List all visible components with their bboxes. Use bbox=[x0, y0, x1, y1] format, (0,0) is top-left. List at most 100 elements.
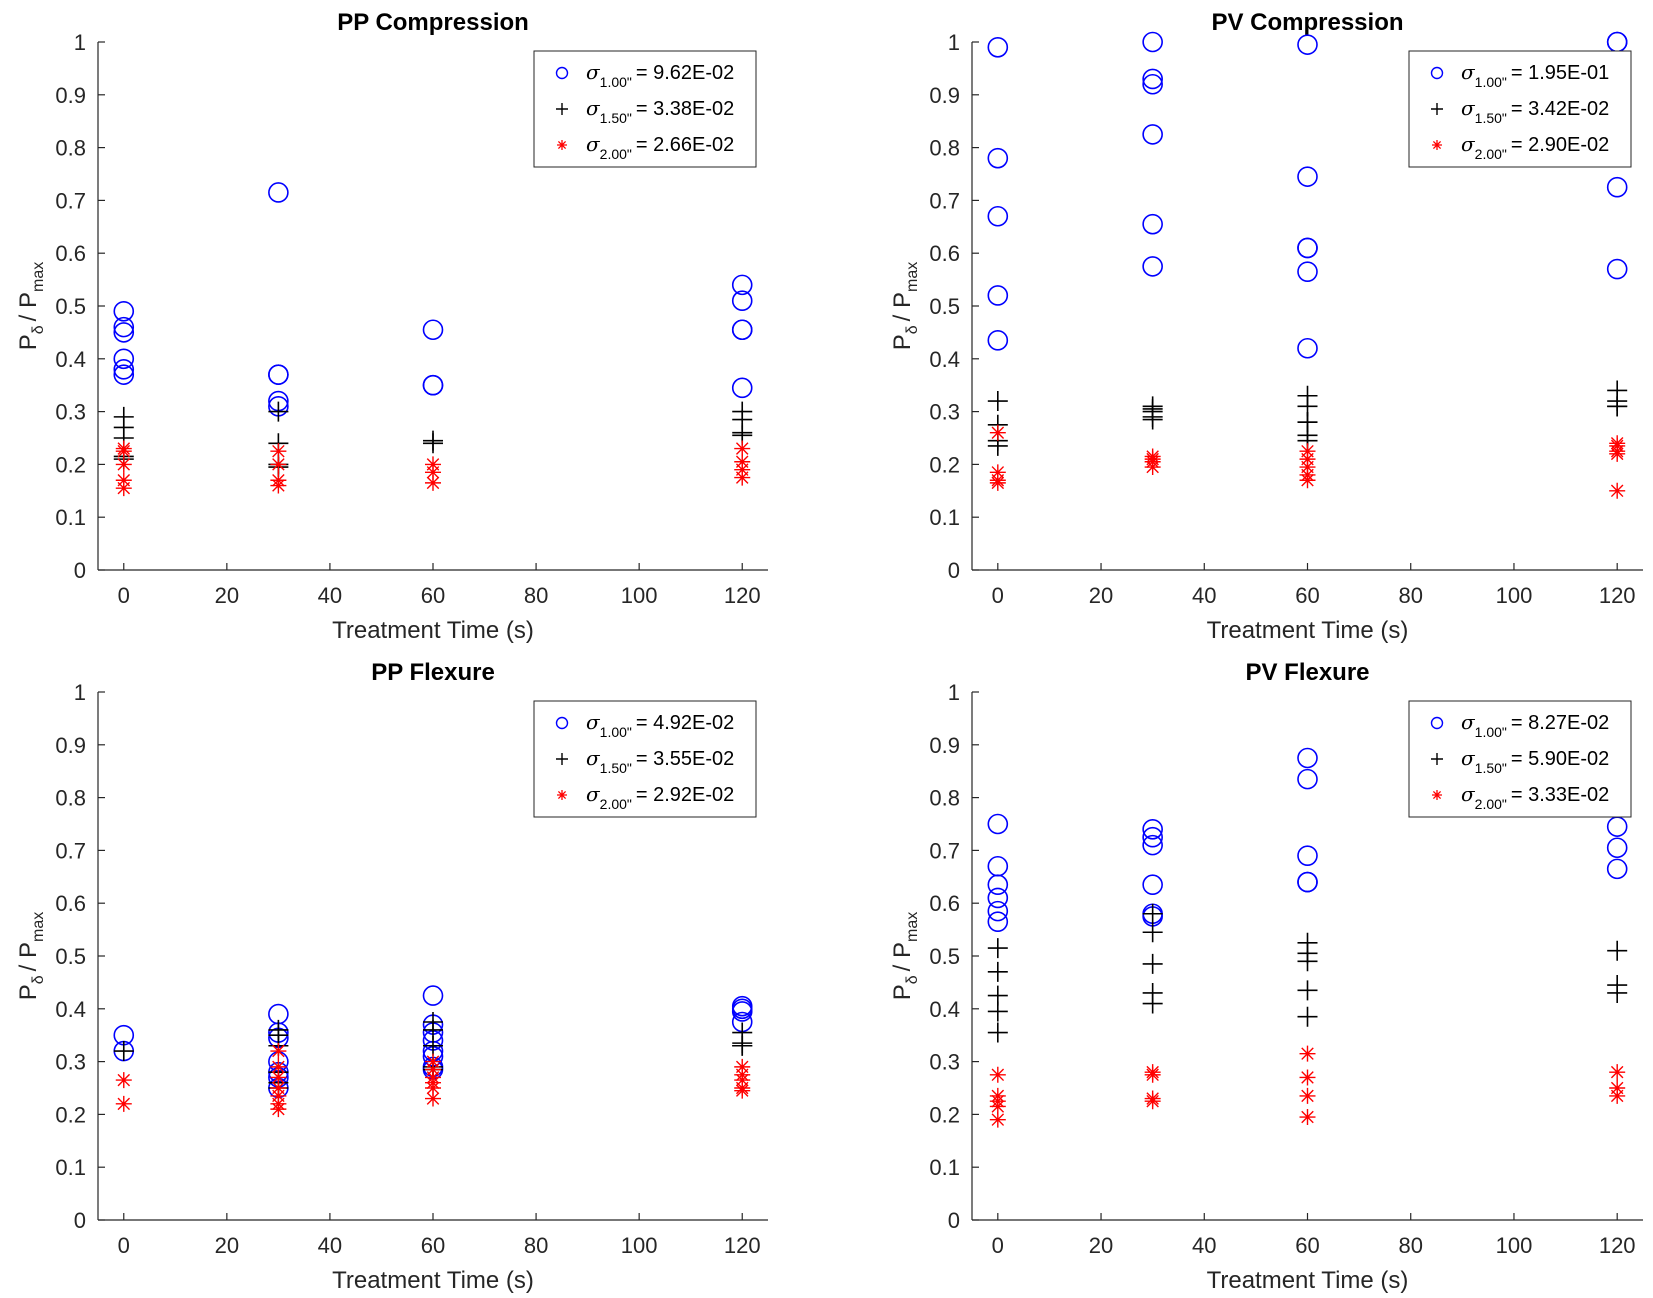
y-tick-label: 0.7 bbox=[55, 188, 86, 213]
x-tick-label: 100 bbox=[621, 1233, 658, 1258]
y-tick-label: 0.5 bbox=[929, 294, 960, 319]
data-point-circle bbox=[731, 377, 753, 399]
data-point-star bbox=[1144, 1066, 1161, 1083]
data-point-star bbox=[989, 1066, 1006, 1083]
legend-subscript: 2.00" bbox=[600, 146, 632, 162]
legend-marker-star bbox=[1432, 790, 1442, 800]
legend-subscript: 2.00" bbox=[1475, 146, 1507, 162]
data-point-star bbox=[1609, 1064, 1626, 1081]
data-point-star bbox=[989, 474, 1006, 491]
y-label-sub: δ bbox=[30, 325, 47, 334]
data-point-circle bbox=[987, 874, 1009, 896]
data-point-star bbox=[115, 443, 132, 460]
x-tick-label: 100 bbox=[1496, 1233, 1533, 1258]
data-point-star bbox=[1609, 445, 1626, 462]
legend-box bbox=[1408, 50, 1632, 168]
data-point-star bbox=[1299, 1069, 1316, 1086]
data-point-plus bbox=[1142, 993, 1163, 1014]
y-label-sep: / P bbox=[15, 292, 42, 321]
chart-title: PP Compression bbox=[337, 9, 529, 36]
data-point-circle bbox=[987, 887, 1009, 909]
series-star bbox=[115, 1043, 751, 1118]
y-tick-label: 0.9 bbox=[929, 733, 960, 758]
legend-entry: σ1.00" = 4.92E-02 bbox=[586, 710, 734, 740]
data-point-plus bbox=[987, 1022, 1008, 1043]
data-point-circle bbox=[268, 182, 289, 203]
data-point-plus bbox=[987, 1001, 1008, 1022]
data-point-star bbox=[1144, 1093, 1161, 1110]
data-point-circle bbox=[1297, 337, 1318, 359]
data-point-star bbox=[734, 440, 751, 457]
x-axis-label: Treatment Time (s) bbox=[332, 617, 534, 644]
legend-entry: σ2.00" = 3.33E-02 bbox=[1461, 782, 1609, 812]
y-axis-label: Pδ / Pmax bbox=[889, 262, 921, 351]
legend-sigma: σ bbox=[1461, 710, 1476, 734]
data-point-circle bbox=[1142, 834, 1163, 856]
data-point-circle bbox=[987, 205, 1009, 227]
data-point-circle bbox=[1606, 837, 1628, 859]
data-point-circle bbox=[987, 147, 1009, 169]
x-tick-label: 0 bbox=[118, 1233, 130, 1258]
data-point-circle bbox=[268, 364, 289, 385]
data-point-circle bbox=[1297, 261, 1318, 282]
x-tick-label: 20 bbox=[215, 583, 239, 608]
data-point-circle bbox=[987, 813, 1009, 835]
y-tick-label: 0.1 bbox=[929, 505, 960, 530]
data-point-plus bbox=[1607, 396, 1628, 417]
data-point-plus bbox=[423, 433, 443, 454]
x-tick-label: 80 bbox=[1398, 583, 1422, 608]
x-tick-label: 0 bbox=[992, 1233, 1004, 1258]
data-point-circle bbox=[987, 285, 1009, 306]
y-tick-label: 0.8 bbox=[929, 136, 960, 161]
data-point-star bbox=[270, 1058, 287, 1075]
data-point-circle bbox=[1142, 256, 1163, 277]
legend-marker-plus bbox=[556, 753, 568, 765]
legend-value: = 3.42E-02 bbox=[1511, 98, 1609, 120]
data-point-circle bbox=[1606, 816, 1628, 837]
data-point-star bbox=[989, 1098, 1006, 1115]
y-tick-label: 0.2 bbox=[929, 1102, 960, 1127]
y-tick-label: 0.3 bbox=[929, 400, 960, 425]
x-tick-label: 40 bbox=[318, 1233, 342, 1258]
x-axis-label: Treatment Time (s) bbox=[1207, 617, 1409, 644]
legend-value: = 5.90E-02 bbox=[1511, 748, 1609, 770]
data-point-star bbox=[425, 474, 441, 491]
y-tick-label: 0 bbox=[948, 1208, 960, 1233]
data-point-star bbox=[734, 469, 751, 486]
data-point-plus bbox=[987, 961, 1008, 982]
legend-sigma: σ bbox=[1461, 782, 1476, 806]
y-axis-label: Pδ / Pmax bbox=[15, 912, 47, 1001]
x-tick-label: 80 bbox=[1398, 1233, 1422, 1258]
data-point-star bbox=[1144, 459, 1161, 476]
data-point-star bbox=[270, 1069, 287, 1086]
data-point-circle bbox=[422, 985, 444, 1006]
x-tick-label: 60 bbox=[1295, 1233, 1319, 1258]
data-point-star bbox=[1609, 1087, 1626, 1104]
x-tick-label: 60 bbox=[421, 583, 445, 608]
series-star bbox=[989, 1045, 1626, 1128]
legend-marker-circle bbox=[555, 66, 569, 80]
legend-marker-circle bbox=[1430, 716, 1444, 730]
data-point-circle bbox=[113, 300, 135, 322]
legend-subscript: 2.00" bbox=[600, 796, 632, 812]
y-tick-label: 0.6 bbox=[929, 241, 960, 266]
legend-box bbox=[533, 700, 757, 818]
y-label-sub2: max bbox=[904, 912, 921, 942]
data-point-circle bbox=[1297, 166, 1318, 187]
legend-marker-plus bbox=[1431, 753, 1443, 765]
data-point-circle bbox=[113, 364, 135, 385]
y-tick-label: 0.4 bbox=[929, 997, 960, 1022]
y-tick-label: 0.7 bbox=[929, 838, 960, 863]
data-point-circle bbox=[1142, 826, 1163, 848]
x-tick-label: 20 bbox=[1089, 1233, 1113, 1258]
y-tick-label: 0.4 bbox=[55, 347, 86, 372]
legend-entry: σ1.50" = 3.55E-02 bbox=[586, 746, 734, 776]
chart-title: PV Flexure bbox=[1245, 659, 1369, 686]
data-point-circle bbox=[1297, 871, 1318, 893]
y-tick-label: 1 bbox=[948, 30, 960, 55]
legend-value: = 3.55E-02 bbox=[636, 748, 734, 770]
chart-0: 0 0.1 0.2 0.3 0.4 0.5 0.6 0.7 0.8 0.9 1 0 20 40 60 80 10… bbox=[15, 9, 768, 644]
y-tick-label: 1 bbox=[948, 680, 960, 705]
y-tick-label: 1 bbox=[74, 680, 86, 705]
